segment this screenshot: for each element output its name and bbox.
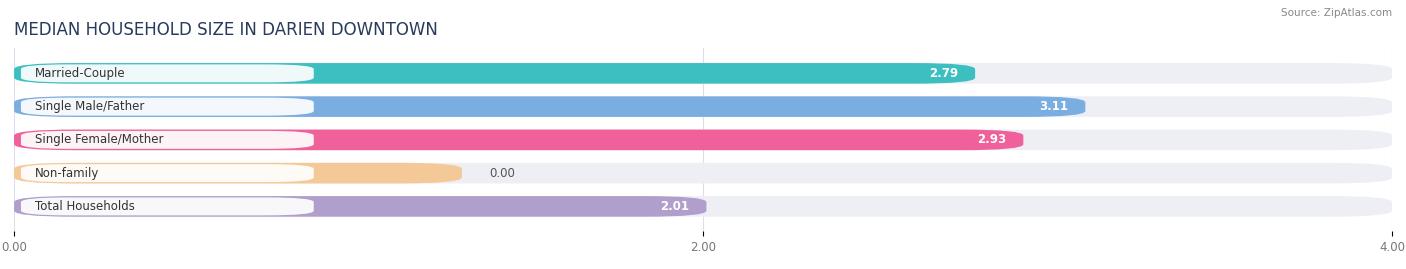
Text: 2.01: 2.01 [661, 200, 689, 213]
Text: Single Male/Father: Single Male/Father [35, 100, 143, 113]
FancyBboxPatch shape [21, 131, 314, 149]
FancyBboxPatch shape [14, 63, 976, 84]
Text: Married-Couple: Married-Couple [35, 67, 125, 80]
Text: 3.11: 3.11 [1039, 100, 1069, 113]
FancyBboxPatch shape [14, 96, 1085, 117]
FancyBboxPatch shape [14, 96, 1392, 117]
Text: Single Female/Mother: Single Female/Mother [35, 133, 163, 146]
FancyBboxPatch shape [14, 63, 1392, 84]
Text: 0.00: 0.00 [489, 167, 516, 180]
FancyBboxPatch shape [14, 196, 706, 217]
Text: 2.79: 2.79 [929, 67, 957, 80]
FancyBboxPatch shape [21, 197, 314, 215]
FancyBboxPatch shape [14, 196, 1392, 217]
FancyBboxPatch shape [21, 164, 314, 182]
Text: Source: ZipAtlas.com: Source: ZipAtlas.com [1281, 8, 1392, 18]
Text: Total Households: Total Households [35, 200, 135, 213]
FancyBboxPatch shape [21, 98, 314, 116]
FancyBboxPatch shape [14, 130, 1024, 150]
FancyBboxPatch shape [14, 130, 1392, 150]
Text: 2.93: 2.93 [977, 133, 1007, 146]
Text: MEDIAN HOUSEHOLD SIZE IN DARIEN DOWNTOWN: MEDIAN HOUSEHOLD SIZE IN DARIEN DOWNTOWN [14, 20, 437, 38]
FancyBboxPatch shape [21, 64, 314, 82]
Text: Non-family: Non-family [35, 167, 98, 180]
FancyBboxPatch shape [14, 163, 1392, 183]
FancyBboxPatch shape [14, 163, 463, 183]
